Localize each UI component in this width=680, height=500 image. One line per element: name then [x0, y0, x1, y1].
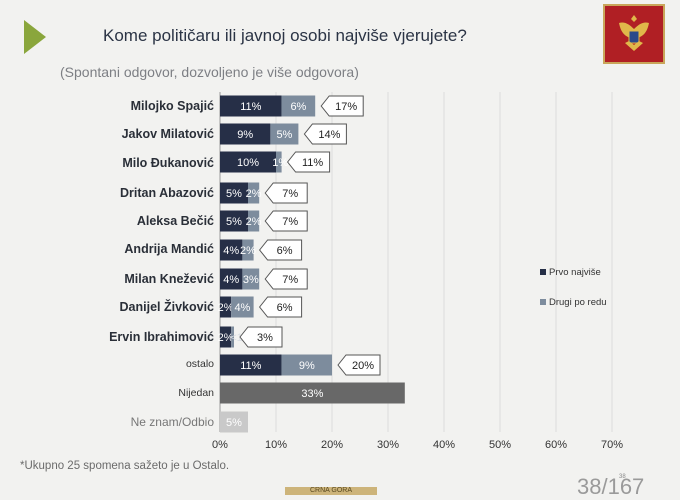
x-tick-label: 70% [601, 439, 623, 451]
total-label: 20% [352, 360, 374, 372]
bar-label-first: 11% [240, 101, 261, 113]
legend-swatch [540, 299, 546, 306]
x-tick-label: 20% [321, 439, 343, 451]
category-label: Nijedan [178, 387, 214, 399]
legend-item-second: Drugi po redu [540, 297, 607, 308]
bar-label-second: 2% [240, 245, 256, 257]
x-tick-label: 50% [489, 439, 511, 451]
legend-label: Drugi po redu [549, 297, 607, 308]
total-callout [303, 123, 347, 145]
bar-first [220, 354, 282, 376]
x-tick-label: 0% [212, 439, 228, 451]
slide-arrow-icon [24, 20, 46, 54]
bar-first [220, 268, 243, 290]
bar-label-second: 6% [290, 101, 306, 113]
bar-second [231, 296, 254, 318]
category-label: Danijel Živković [119, 300, 214, 314]
category-label: Ervin Ibrahimović [109, 330, 214, 344]
x-tick-label: 40% [433, 439, 455, 451]
bar-single [220, 382, 405, 404]
category-label: Milo Đukanović [122, 156, 214, 170]
category-label: Aleksa Bečić [136, 214, 214, 228]
total-label: 14% [318, 129, 340, 141]
total-callout [239, 326, 283, 348]
bar-label-second: 5% [276, 129, 292, 141]
bar-first [220, 296, 232, 318]
bar-second [248, 210, 260, 232]
bar-label-first: 9% [237, 129, 253, 141]
chart-subtitle: (Spontani odgovor, dozvoljeno je više od… [60, 64, 359, 80]
category-label: ostalo [185, 358, 214, 370]
total-label: 7% [282, 216, 298, 228]
bar-first [220, 123, 271, 145]
bar-label-first: 5% [226, 216, 242, 228]
category-label: Jakov Milatović [121, 127, 214, 141]
total-callout [264, 182, 308, 204]
total-callout [258, 239, 303, 261]
bar-second [281, 95, 316, 117]
bar-label-first: 11% [240, 360, 261, 372]
bar-label-second: 1% [272, 157, 288, 169]
bar-first [220, 151, 276, 173]
bar-single [220, 411, 248, 433]
total-callout [337, 354, 381, 376]
bar-second [270, 123, 299, 145]
bar-label-second: 2% [246, 216, 262, 228]
bar-label-second: 9% [299, 360, 315, 372]
bar-second [281, 354, 332, 376]
bar-first [220, 239, 243, 261]
bar-label-second: 4% [234, 302, 250, 314]
total-label: 17% [335, 101, 357, 113]
bar-second [231, 326, 234, 348]
total-callout [286, 151, 331, 173]
category-label: Milojko Spajić [130, 99, 214, 113]
page-number: 38/167 [577, 474, 645, 499]
total-label: 7% [282, 188, 298, 200]
bar-label-first: 2% [218, 302, 234, 314]
category-label: Dritan Abazović [119, 186, 214, 200]
category-label: Andrija Mandić [124, 242, 214, 256]
total-callout [264, 210, 308, 232]
total-callout [258, 296, 303, 318]
bar-second [248, 182, 260, 204]
bar-first [220, 182, 248, 204]
bar-second [242, 239, 254, 261]
x-tick-label: 60% [545, 439, 567, 451]
category-label: Ne znam/Odbio [130, 415, 214, 429]
x-tick-label: 10% [265, 439, 287, 451]
bottom-bar: CRNA GORA [285, 487, 377, 495]
bar-label-first: 2% [218, 332, 234, 344]
bar-second [242, 268, 260, 290]
total-callout [264, 268, 308, 290]
bar-first [220, 210, 248, 232]
bar-label-single: 5% [226, 417, 242, 429]
bar-label-single: 33% [301, 388, 323, 400]
legend-item-first: Prvo najviše [540, 267, 601, 278]
montenegro-coat-of-arms-icon [603, 4, 665, 64]
total-label: 11% [302, 157, 323, 169]
total-label: 6% [277, 302, 293, 314]
bar-first [220, 95, 282, 117]
bar-label-first: 4% [223, 245, 239, 257]
bar-second [276, 151, 282, 173]
bar-label-first: 10% [237, 157, 259, 169]
total-label: 7% [282, 274, 298, 286]
x-tick-label: 30% [377, 439, 399, 451]
bar-label-second: 2% [246, 188, 262, 200]
footnote: *Ukupno 25 spomena sažeto je u Ostalo. [20, 460, 230, 472]
bar-label-first: 4% [223, 274, 239, 286]
total-label: 6% [277, 245, 293, 257]
total-callout [320, 95, 364, 117]
corner-small-number: 38 [619, 474, 626, 480]
legend-label: Prvo najviše [549, 267, 601, 278]
bar-label-second: 3% [243, 274, 259, 286]
chart-title: Kome političaru ili javnoj osobi najviše… [103, 26, 467, 45]
legend-swatch [540, 269, 546, 276]
total-label: 3% [257, 332, 273, 344]
bar-label-first: 5% [226, 188, 242, 200]
bar-first [220, 326, 232, 348]
category-label: Milan Knežević [124, 272, 214, 286]
